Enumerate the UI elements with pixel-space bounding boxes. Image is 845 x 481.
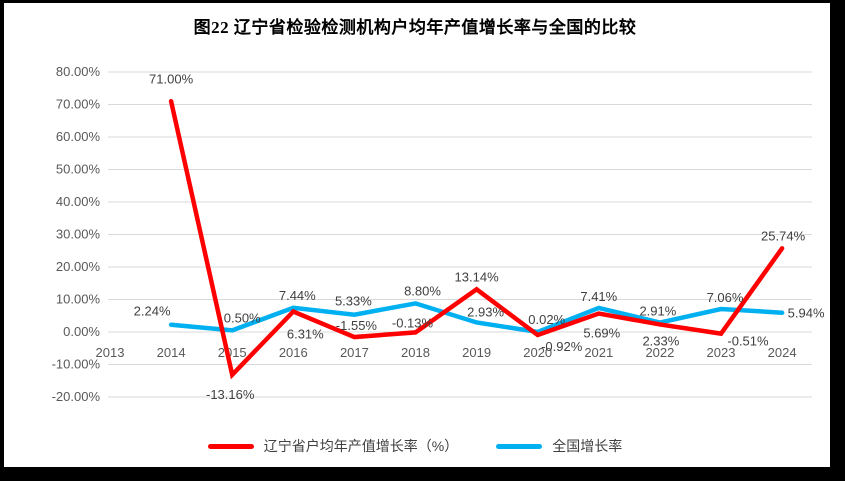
data-point-label: 0.02% [528,312,565,327]
legend-swatch-national [496,443,543,449]
x-axis-tick-label: 2016 [279,345,308,360]
frame-border-left [0,0,4,481]
chart-title: 图22 辽宁省检验检测机构户均年产值增长率与全国的比较 [193,18,637,37]
data-point-label: 7.41% [580,289,617,304]
data-point-label: 5.69% [583,326,620,341]
y-axis-tick-label: 20.00% [56,259,101,274]
data-point-label: 2.91% [639,304,676,319]
data-point-label: 5.94% [788,306,825,321]
x-axis-tick-label: 2017 [340,345,369,360]
x-axis-tick-label: 2023 [707,345,736,360]
data-point-label: -13.16% [206,387,255,402]
data-point-label: 5.33% [335,294,372,309]
data-point-label: 0.50% [224,310,261,325]
y-axis-tick-label: -20.00% [52,389,101,404]
data-point-label: 25.74% [761,228,806,243]
x-axis-tick-label: 2022 [645,345,674,360]
y-axis-tick-label: 60.00% [56,129,101,144]
y-axis-tick-label: 0.00% [63,324,100,339]
series-line [168,301,785,335]
x-axis-tick-label: 2024 [768,345,797,360]
data-point-label: 2.33% [642,333,679,348]
series-line [168,99,785,380]
frame-border-top [0,0,845,3]
y-axis-tick-label: 70.00% [56,97,101,112]
data-point-label: 71.00% [149,71,194,86]
x-axis-tick-label: 2021 [584,345,613,360]
legend: 辽宁省户均年产值增长率（%） 全国增长率 [0,436,830,456]
x-axis-tick-label: 2014 [157,345,186,360]
data-point-label: 7.06% [707,290,744,305]
y-axis-tick-label: -10.00% [52,357,101,372]
y-axis-tick-label: 10.00% [56,292,101,307]
data-point-label: 7.44% [279,288,316,303]
y-axis-tick-label: 80.00% [56,64,101,79]
data-point-label: 2.24% [134,304,171,319]
data-point-label: -1.55% [336,318,378,333]
x-axis-tick-label: 2018 [401,345,430,360]
data-point-label: 6.31% [287,326,324,341]
frame-border-bottom [0,467,845,481]
data-point-label: -0.13% [392,315,434,330]
data-point-label: 2.93% [467,304,504,319]
y-axis-tick-label: 40.00% [56,194,101,209]
y-axis-tick-label: 50.00% [56,162,101,177]
legend-label-national: 全国增长率 [552,438,623,454]
x-axis-tick-label: 2020 [523,345,552,360]
data-point-label: -0.92% [541,339,583,354]
frame-border-right [830,0,845,481]
data-point-label: 13.14% [455,269,500,284]
data-point-label: 8.80% [404,283,441,298]
legend-swatch-liaoning [207,443,254,449]
data-point-label: -0.51% [727,334,769,349]
x-axis-tick-label: 2019 [462,345,491,360]
legend-label-liaoning: 辽宁省户均年产值增长率（%） [263,438,459,454]
y-axis-tick-label: 30.00% [56,227,101,242]
x-axis-tick-label: 2015 [218,345,247,360]
x-axis-tick-label: 2013 [96,345,125,360]
